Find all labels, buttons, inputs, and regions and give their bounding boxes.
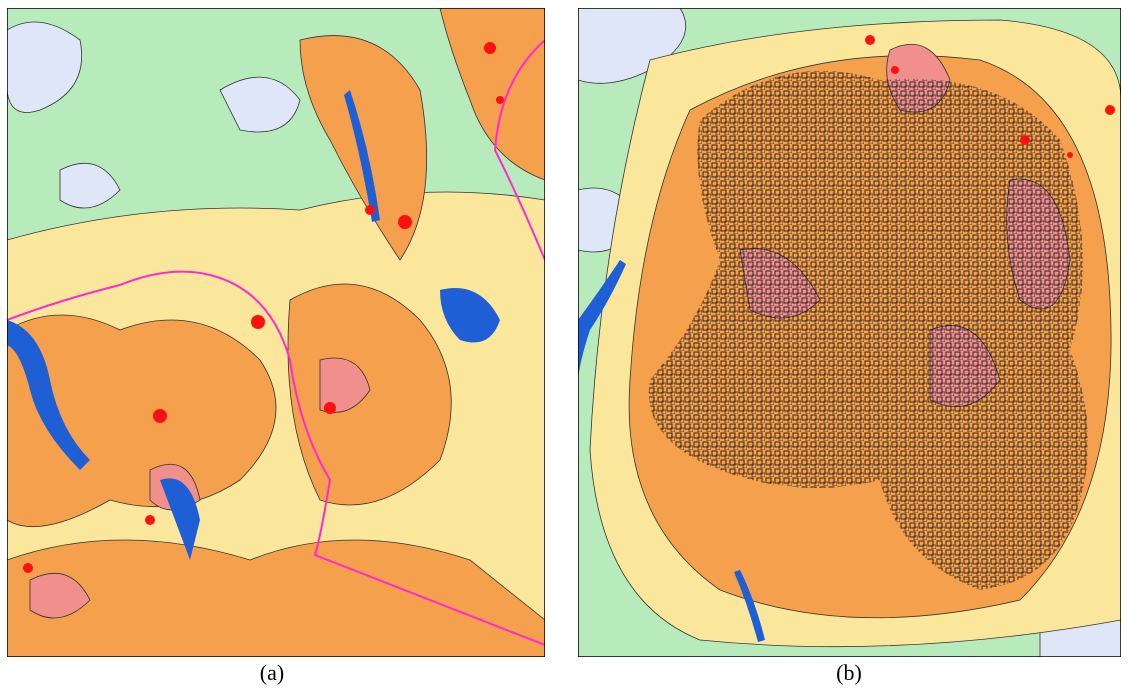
page: {"panels": [{"caption": "(a)"}, {"captio… [0,0,1128,692]
map-a [7,8,545,657]
caption: (a) [260,660,284,685]
caption: (b) [836,660,862,685]
figure: (a) (b) [0,0,1128,692]
map-b [578,8,1121,657]
